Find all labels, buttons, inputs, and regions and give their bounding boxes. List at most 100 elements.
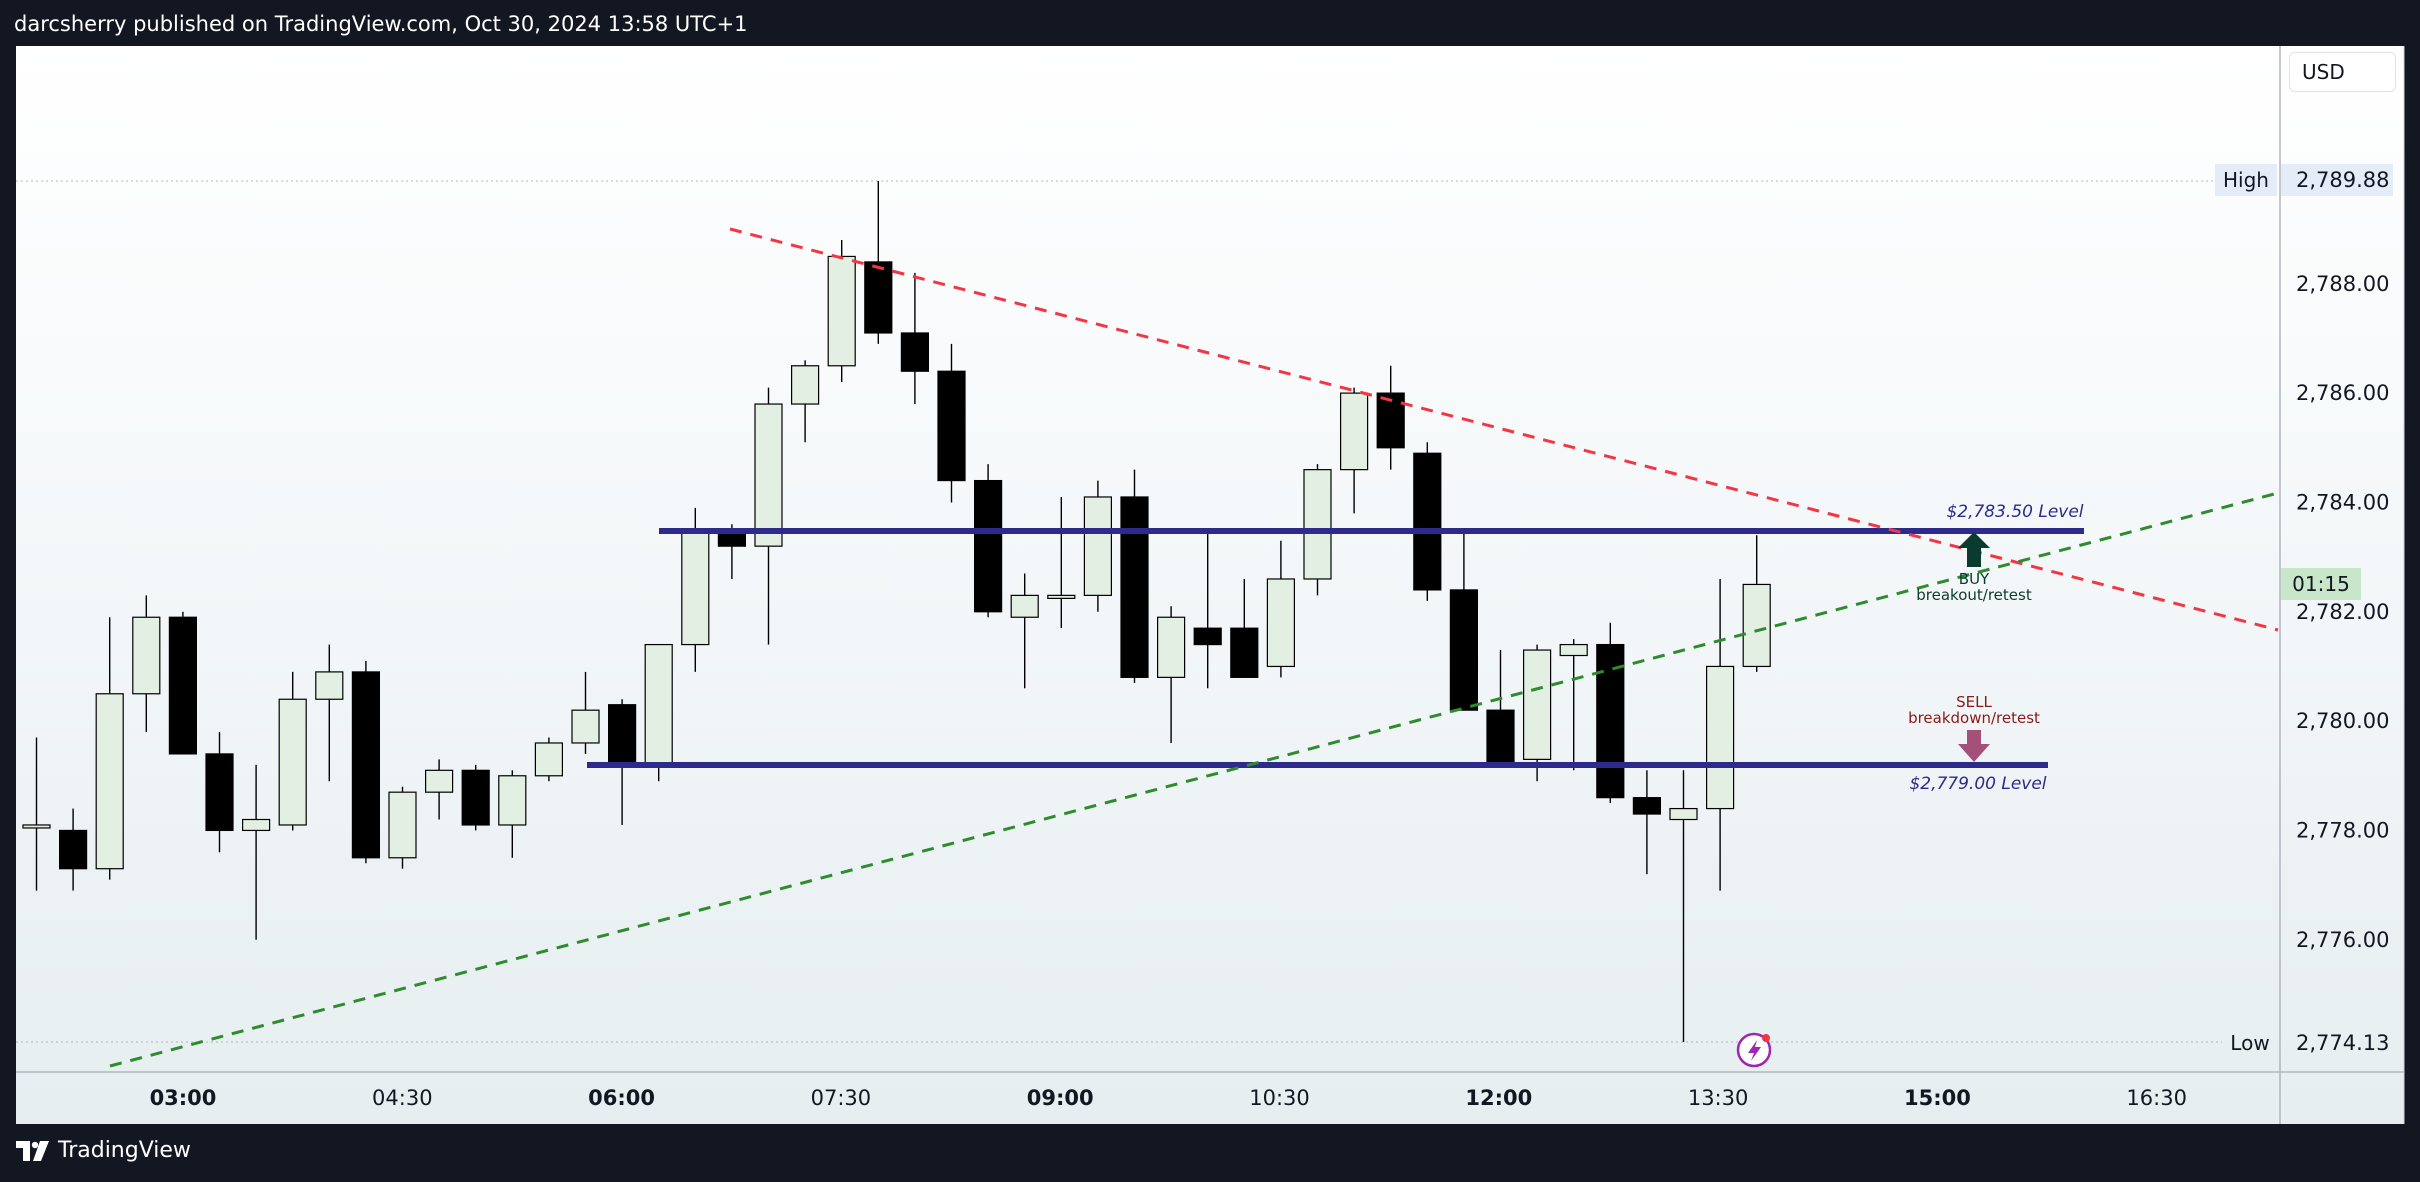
time-tick-label: 07:30 [811, 1086, 872, 1110]
candle-body-up [790, 365, 820, 405]
candle-body-up [1559, 643, 1588, 657]
candle[interactable] [1522, 644, 1552, 782]
candle[interactable] [1669, 770, 1698, 1042]
candle[interactable] [388, 786, 417, 869]
candle[interactable] [1120, 469, 1149, 683]
candle[interactable] [1339, 387, 1369, 514]
candle[interactable] [205, 732, 234, 853]
chart-area[interactable] [16, 46, 2404, 1124]
lightning-bolt-glyph [1748, 1040, 1761, 1061]
candle[interactable] [351, 660, 380, 864]
candle[interactable] [168, 611, 197, 755]
resistance-trendline[interactable] [729, 227, 2279, 632]
candle[interactable] [534, 737, 564, 782]
high-price-value: 2,789.88 [2296, 168, 2390, 192]
candle[interactable] [790, 360, 820, 443]
candle-body-up [644, 643, 673, 766]
sell-arrow-icon [1958, 730, 1990, 762]
candle[interactable] [278, 671, 307, 831]
buy-title: BUY [1959, 570, 1990, 588]
candle[interactable] [1156, 606, 1186, 743]
candle[interactable] [754, 387, 783, 645]
candle[interactable] [571, 671, 600, 754]
candle-body-up [1010, 594, 1039, 618]
candle[interactable] [425, 759, 454, 820]
candle-body-up [1705, 665, 1735, 810]
candle-body-up [571, 709, 600, 744]
candle[interactable] [315, 644, 344, 782]
candle[interactable] [1010, 573, 1039, 689]
candle[interactable] [461, 764, 490, 831]
candle[interactable] [1559, 639, 1588, 771]
candle-body-up [1266, 578, 1296, 668]
time-tick-label: 13:30 [1688, 1086, 1749, 1110]
candle[interactable] [498, 770, 527, 858]
candle-body-up [242, 818, 271, 832]
low-price-value: 2,774.13 [2296, 1031, 2390, 1055]
candle[interactable] [864, 181, 893, 344]
candle-body-down [1413, 452, 1442, 591]
candle-body-up [315, 671, 344, 700]
candle-body-down [864, 261, 893, 334]
candle[interactable] [1742, 535, 1771, 672]
currency-selector-button[interactable]: USD [2289, 52, 2396, 92]
time-tick-label: 04:30 [372, 1086, 433, 1110]
candle[interactable] [681, 507, 710, 672]
candle-body-down [168, 616, 197, 755]
candle[interactable] [900, 272, 930, 405]
support-trendline[interactable] [109, 491, 2279, 1068]
price-tick-label: 2,778.00 [2296, 818, 2390, 842]
candle[interactable] [1596, 622, 1625, 804]
candle[interactable] [1449, 529, 1479, 711]
candle-body-up [534, 742, 564, 777]
candle[interactable] [1413, 442, 1442, 601]
candle[interactable] [1047, 496, 1076, 629]
candle-body-up [1047, 594, 1076, 599]
price-axis[interactable]: 2,788.00 2,786.00 2,784.00 2,782.00 2,780.00… [2296, 272, 2390, 952]
tradingview-logo-icon[interactable] [16, 1141, 52, 1161]
candle[interactable] [22, 737, 51, 891]
tradingview-brand-text[interactable]: TradingView [58, 1138, 191, 1163]
time-tick-label: 12:00 [1465, 1086, 1532, 1110]
candle[interactable] [1083, 480, 1113, 612]
candle-body-down [1193, 627, 1222, 646]
time-axis[interactable]: 03:00 04:30 06:00 07:30 09:00 10:30 12:00 13:30… [150, 1086, 2187, 1110]
candle[interactable] [242, 764, 271, 940]
candle[interactable] [644, 643, 673, 782]
candle[interactable] [827, 240, 856, 383]
footer-bar [0, 1124, 2420, 1182]
time-tick-label: 09:00 [1027, 1086, 1094, 1110]
candle-body-down [1486, 709, 1515, 766]
candle-body-down [1376, 392, 1405, 449]
candle[interactable] [1193, 529, 1222, 689]
price-tick-label: 2,784.00 [2296, 490, 2390, 514]
candle-body-down [1120, 496, 1149, 678]
candle-body-up [425, 769, 454, 793]
candle[interactable] [1266, 540, 1296, 678]
candle[interactable] [1230, 578, 1259, 678]
publish-header: darcsherry published on TradingView.com,… [0, 0, 2420, 46]
candle[interactable] [1632, 770, 1662, 875]
candle-body-up [827, 255, 856, 367]
candle-body-up [754, 403, 783, 547]
candle[interactable] [58, 808, 88, 891]
candle[interactable] [132, 595, 161, 733]
price-tick-label: 2,788.00 [2296, 272, 2390, 296]
time-tick-label: 10:30 [1249, 1086, 1310, 1110]
candle-body-down [1230, 627, 1259, 678]
candle-body-down [900, 332, 930, 372]
candle-body-up [278, 698, 307, 826]
candle[interactable] [973, 464, 1003, 618]
countdown-timer: 01:15 [2292, 572, 2350, 596]
candle-body-down [607, 704, 637, 766]
candle-body-up [498, 775, 527, 826]
candle[interactable] [1486, 650, 1515, 766]
candle-body-up [388, 791, 417, 859]
candle[interactable] [1376, 365, 1405, 470]
high-label: High [2223, 168, 2269, 192]
candle[interactable] [95, 617, 124, 880]
candle-body-down [973, 479, 1003, 613]
candle[interactable] [937, 343, 966, 503]
candle[interactable] [1705, 578, 1735, 891]
